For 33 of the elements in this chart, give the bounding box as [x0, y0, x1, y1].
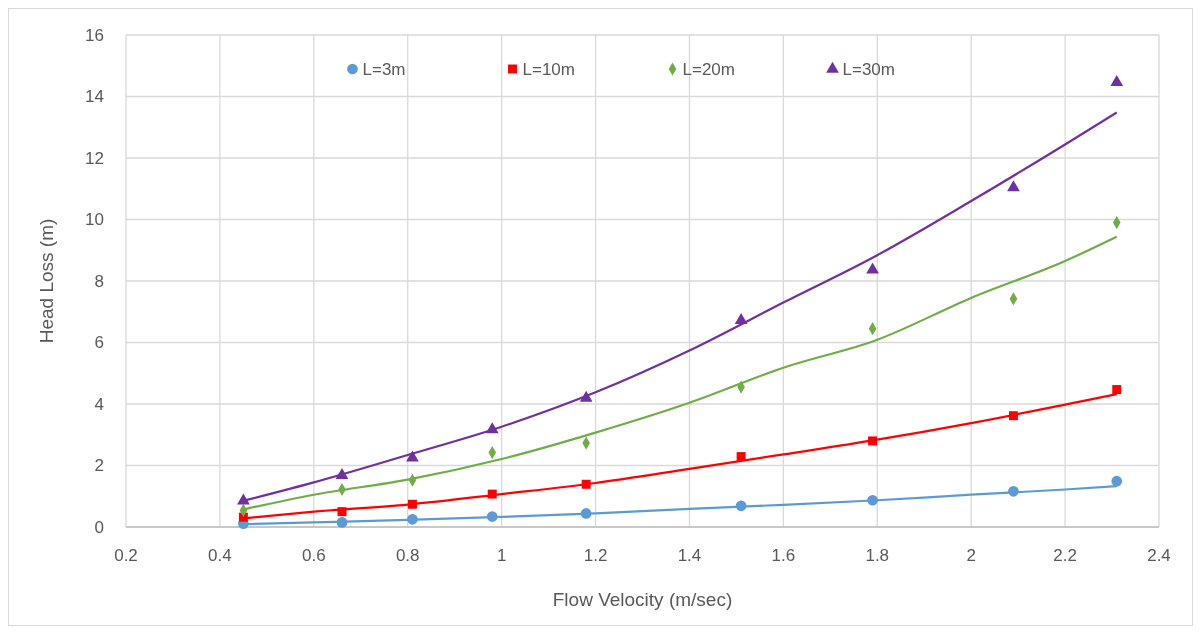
x-tick-label: 0.6	[302, 546, 326, 565]
legend-label: L=3m	[362, 60, 406, 79]
x-axis-title: Flow Velocity (m/sec)	[552, 589, 733, 610]
x-tick-label: 2	[966, 546, 976, 565]
y-tick-label: 10	[85, 210, 104, 230]
legend-label: L=30m	[842, 60, 895, 79]
legend-label: L=10m	[522, 60, 575, 79]
legend-label: L=20m	[682, 60, 735, 79]
y-tick-label: 4	[94, 394, 104, 414]
x-tick-label: 2.2	[1053, 546, 1077, 565]
point	[1112, 385, 1122, 395]
y-tick-label: 6	[94, 333, 104, 353]
point	[1110, 75, 1124, 87]
x-tick-label: 2.4	[1147, 546, 1171, 565]
point	[237, 493, 250, 505]
x-tick-label: 0.2	[114, 546, 138, 565]
y-axis-title: Head Loss (m)	[36, 218, 57, 344]
x-tick-label: 0.8	[395, 546, 420, 565]
y-tick-label: 8	[94, 271, 104, 291]
y-tick-label: 0	[94, 517, 104, 537]
y-tick-label: 14	[85, 87, 104, 107]
point	[866, 262, 879, 274]
y-tick-label: 16	[85, 25, 104, 45]
x-tick-label: 1.8	[865, 546, 890, 565]
x-tick-label: 1.4	[677, 546, 702, 565]
x-tick-label: 1.6	[771, 546, 796, 565]
y-tick-label: 2	[94, 456, 104, 476]
point	[1007, 180, 1020, 192]
y-tick-label: 12	[85, 148, 104, 168]
x-tick-label: 1.2	[583, 546, 608, 565]
x-tick-label: 1	[496, 546, 507, 565]
x-tick-label: 0.4	[208, 546, 232, 565]
point	[1111, 475, 1123, 487]
